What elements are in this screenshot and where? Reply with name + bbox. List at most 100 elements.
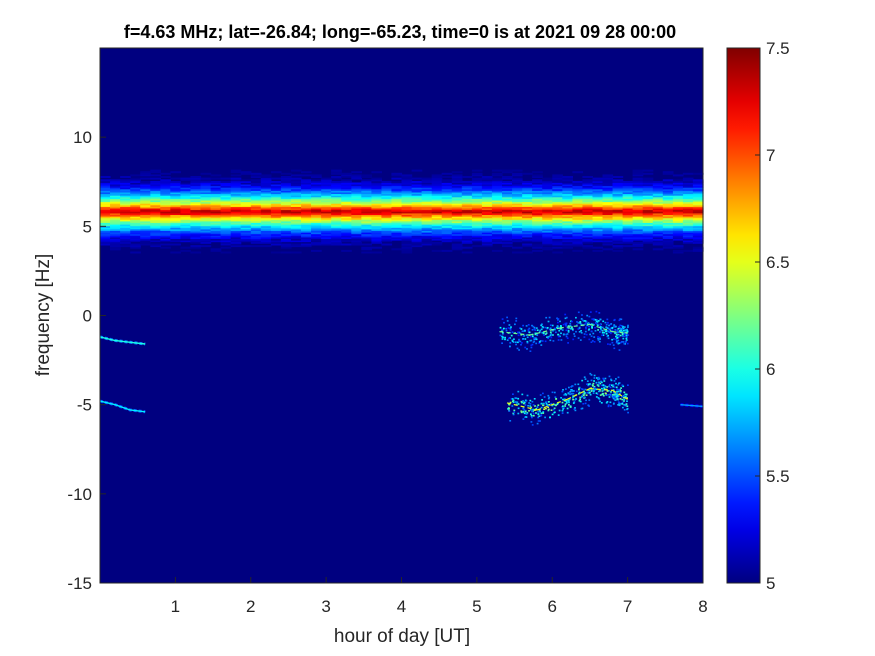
band-cell: [280, 219, 292, 222]
band-cell: [280, 227, 292, 230]
band-cell: [120, 214, 131, 217]
band-cell: [180, 227, 191, 230]
band-cell: [220, 203, 232, 206]
band-cell: [602, 192, 614, 195]
band-cell: [502, 187, 513, 190]
band-cell: [371, 177, 382, 180]
echo-dot: [541, 399, 543, 401]
echo-dot: [569, 393, 571, 396]
band-cell: [522, 221, 533, 223]
band-cell: [351, 235, 362, 238]
band-cell: [401, 198, 413, 201]
band-cell: [100, 184, 111, 187]
band-cell: [662, 229, 674, 231]
band-cell: [331, 185, 342, 188]
band-cell: [602, 179, 614, 182]
band-cell: [140, 225, 151, 228]
band-cell: [622, 203, 634, 206]
echo-dot: [604, 377, 607, 380]
band-cell: [190, 217, 202, 220]
band-cell: [150, 222, 161, 225]
band-cell: [642, 240, 654, 243]
band-cell: [512, 224, 523, 227]
band-cell: [110, 208, 121, 211]
band-cell: [371, 251, 382, 254]
band-cell: [612, 204, 624, 207]
echo-dot: [588, 323, 590, 325]
band-cell: [230, 222, 242, 225]
band-cell: [682, 184, 694, 187]
band-cell: [321, 179, 332, 182]
band-cell: [200, 195, 212, 198]
band-cell: [592, 193, 604, 196]
band-cell: [441, 209, 453, 212]
echo-core: [536, 398, 568, 411]
band-cell: [160, 216, 171, 219]
band-cell: [461, 237, 473, 239]
band-cell: [110, 241, 121, 244]
band-cell: [582, 233, 593, 236]
band-cell: [572, 217, 584, 220]
band-cell: [130, 192, 141, 195]
band-cell: [682, 188, 694, 191]
echo-dot: [569, 322, 572, 325]
band-cell: [110, 211, 121, 214]
echo-dot: [589, 333, 591, 336]
band-cell: [572, 225, 584, 228]
band-cell: [150, 214, 161, 217]
echo-dot: [520, 400, 523, 403]
band-cell: [652, 204, 664, 207]
band-cell: [120, 179, 131, 182]
band-cell: [592, 227, 604, 230]
band-cell: [522, 192, 533, 195]
band-cell: [220, 246, 232, 249]
band-cell: [672, 245, 684, 248]
band-cell: [411, 216, 423, 219]
band-cell: [250, 196, 262, 199]
echo-dot: [568, 386, 570, 389]
band-cell: [512, 222, 523, 225]
band-cell: [471, 233, 483, 236]
echo-dot: [541, 331, 544, 334]
echo-dot: [613, 324, 616, 326]
band-cell: [210, 217, 222, 220]
band-cell: [190, 224, 202, 227]
band-cell: [692, 201, 704, 204]
band-cell: [260, 206, 272, 209]
band-cell: [160, 209, 171, 212]
band-cell: [652, 240, 664, 243]
band-cell: [532, 221, 543, 223]
band-cell: [582, 216, 593, 219]
band-cell: [572, 224, 584, 227]
x-tick-label: 7: [623, 597, 632, 616]
echo-dot: [530, 406, 533, 409]
band-cell: [100, 204, 111, 207]
echo-dot: [499, 334, 502, 337]
band-cell: [100, 180, 111, 183]
band-cell: [180, 233, 191, 236]
band-cell: [321, 214, 332, 217]
band-cell: [411, 185, 423, 188]
echo-dot: [598, 378, 601, 380]
band-cell: [391, 184, 403, 187]
band-cell: [421, 240, 433, 243]
echo-dot: [614, 397, 617, 399]
band-cell: [642, 217, 654, 220]
band-cell: [481, 224, 493, 227]
band-cell: [270, 177, 282, 180]
band-cell: [532, 211, 543, 214]
band-cell: [642, 209, 654, 212]
band-cell: [532, 245, 543, 248]
band-cell: [200, 222, 212, 225]
band-cell: [451, 248, 463, 251]
band-cell: [441, 225, 453, 228]
band-cell: [351, 222, 362, 225]
band-cell: [632, 206, 644, 209]
band-cell: [120, 184, 131, 187]
band-cell: [612, 235, 624, 238]
band-cell: [110, 195, 121, 198]
band-cell: [341, 190, 352, 193]
echo-dot: [522, 407, 525, 409]
band-cell: [180, 238, 191, 241]
band-cell: [120, 237, 131, 239]
